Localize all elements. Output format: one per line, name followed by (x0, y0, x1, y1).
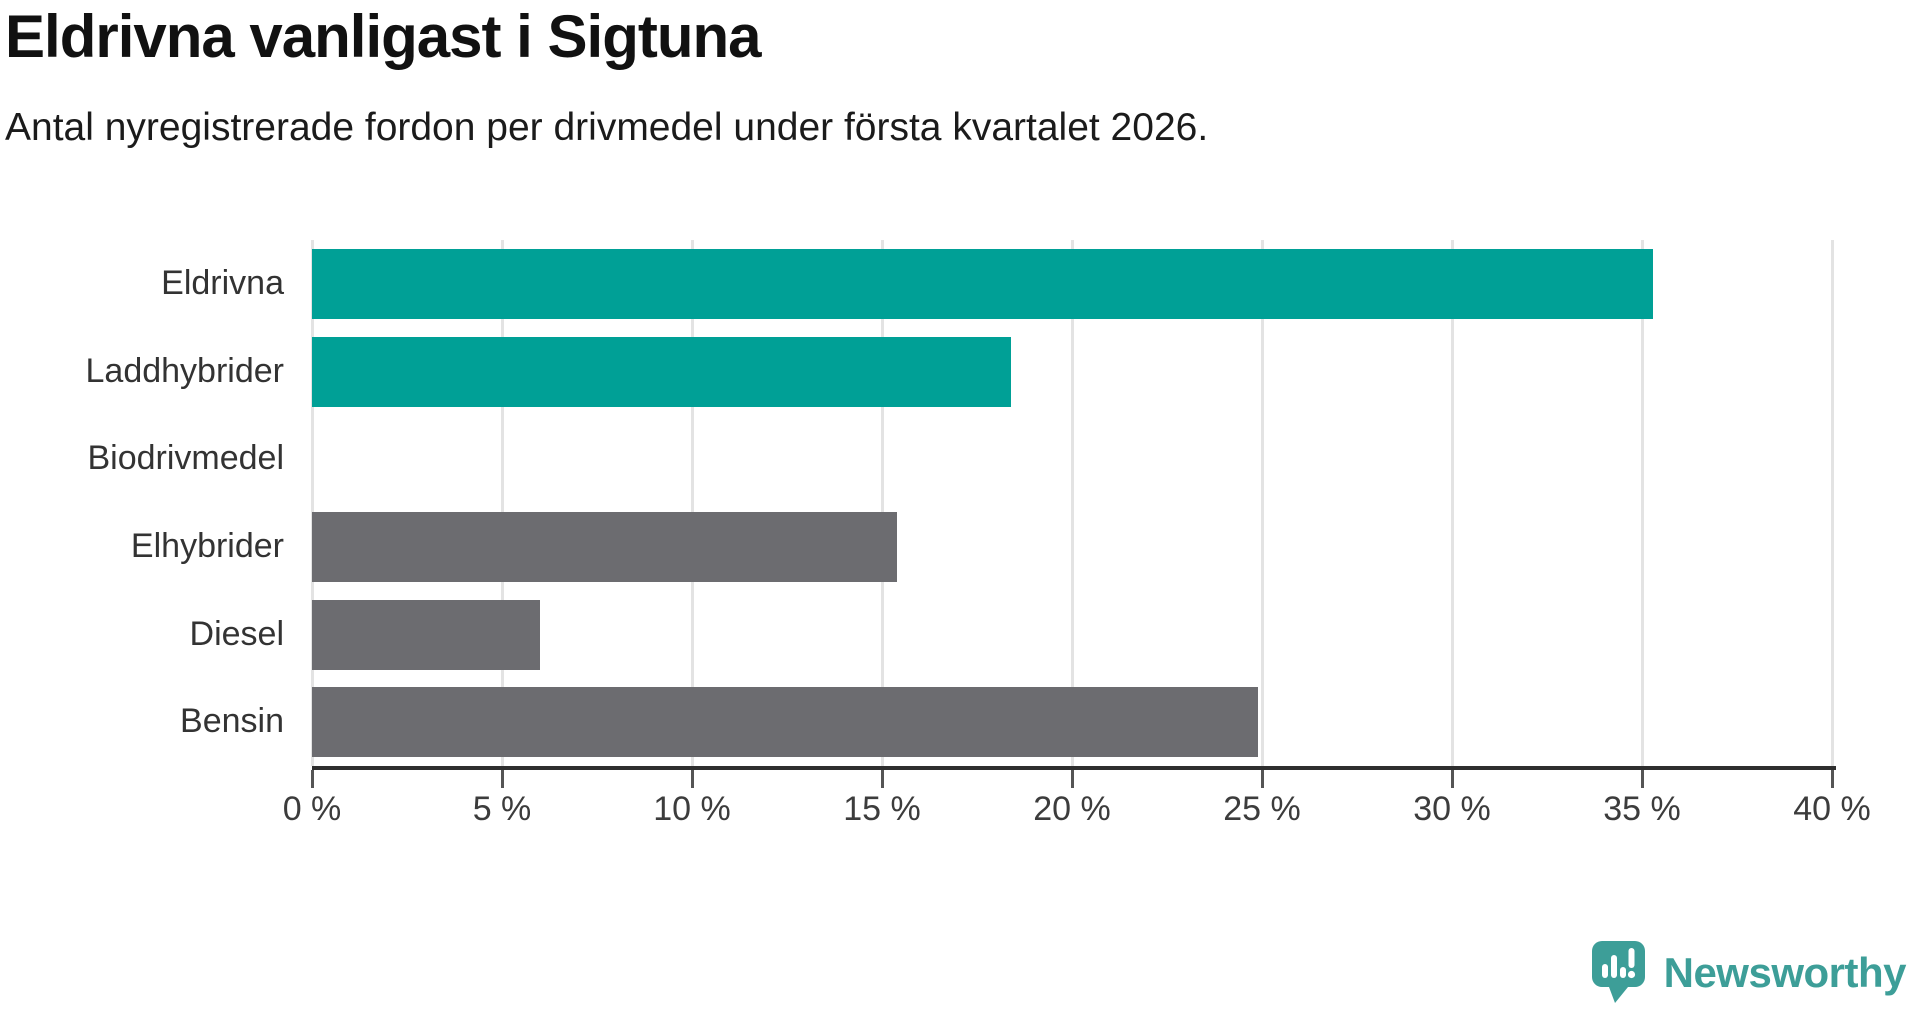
x-axis-tick (1260, 770, 1264, 788)
newsworthy-logo-icon (1591, 941, 1645, 1003)
x-axis-tick-label: 25 % (1223, 790, 1301, 828)
x-axis-tick-label: 5 % (472, 790, 532, 828)
y-axis-label-elhybrider: Elhybrider (130, 526, 284, 565)
x-axis-tick (1450, 770, 1454, 788)
bar-elhybrider (312, 511, 898, 582)
brand-footer: Newsworthy (1591, 941, 1907, 1004)
gridline-25 (1260, 240, 1264, 766)
x-axis-tick (1640, 770, 1644, 788)
chart-subtitle: Antal nyregistrerade fordon per drivmede… (5, 106, 1209, 149)
bar-eldrivna (312, 248, 1654, 319)
gridline-40 (1830, 240, 1834, 766)
chart-title: Eldrivna vanligast i Sigtuna (5, 3, 762, 70)
bar-laddhybrider (312, 336, 1012, 407)
y-axis-label-diesel: Diesel (189, 614, 284, 653)
x-axis-tick-label: 0 % (282, 790, 342, 828)
x-axis-tick (880, 770, 884, 788)
x-axis-tick (310, 770, 314, 788)
x-axis-tick (1830, 770, 1834, 788)
gridline-10 (690, 240, 694, 766)
x-axis-tick (1070, 770, 1074, 788)
y-axis-label-laddhybrider: Laddhybrider (85, 351, 284, 390)
x-axis-tick-label: 35 % (1603, 790, 1681, 828)
brand-name: Newsworthy (1663, 948, 1907, 996)
x-axis-tick-label: 10 % (653, 790, 731, 828)
x-axis-tick-label: 15 % (843, 790, 921, 828)
y-axis-label-bensin: Bensin (180, 702, 284, 741)
gridline-0 (310, 240, 314, 766)
gridline-20 (1070, 240, 1074, 766)
gridline-15 (880, 240, 884, 766)
bar-bensin (312, 687, 1259, 758)
gridline-30 (1450, 240, 1454, 766)
bar-diesel (312, 599, 540, 670)
gridline-5 (500, 240, 504, 766)
y-axis-label-biodrivmedel: Biodrivmedel (87, 439, 284, 478)
gridline-35 (1640, 240, 1644, 766)
x-axis-tick (500, 770, 504, 788)
x-axis-line (312, 766, 1836, 770)
x-axis-tick-label: 30 % (1413, 790, 1491, 828)
x-axis-tick (690, 770, 694, 788)
y-axis-label-eldrivna: Eldrivna (161, 263, 284, 302)
x-axis-tick-label: 40 % (1793, 790, 1871, 828)
x-axis-tick-label: 20 % (1033, 790, 1111, 828)
